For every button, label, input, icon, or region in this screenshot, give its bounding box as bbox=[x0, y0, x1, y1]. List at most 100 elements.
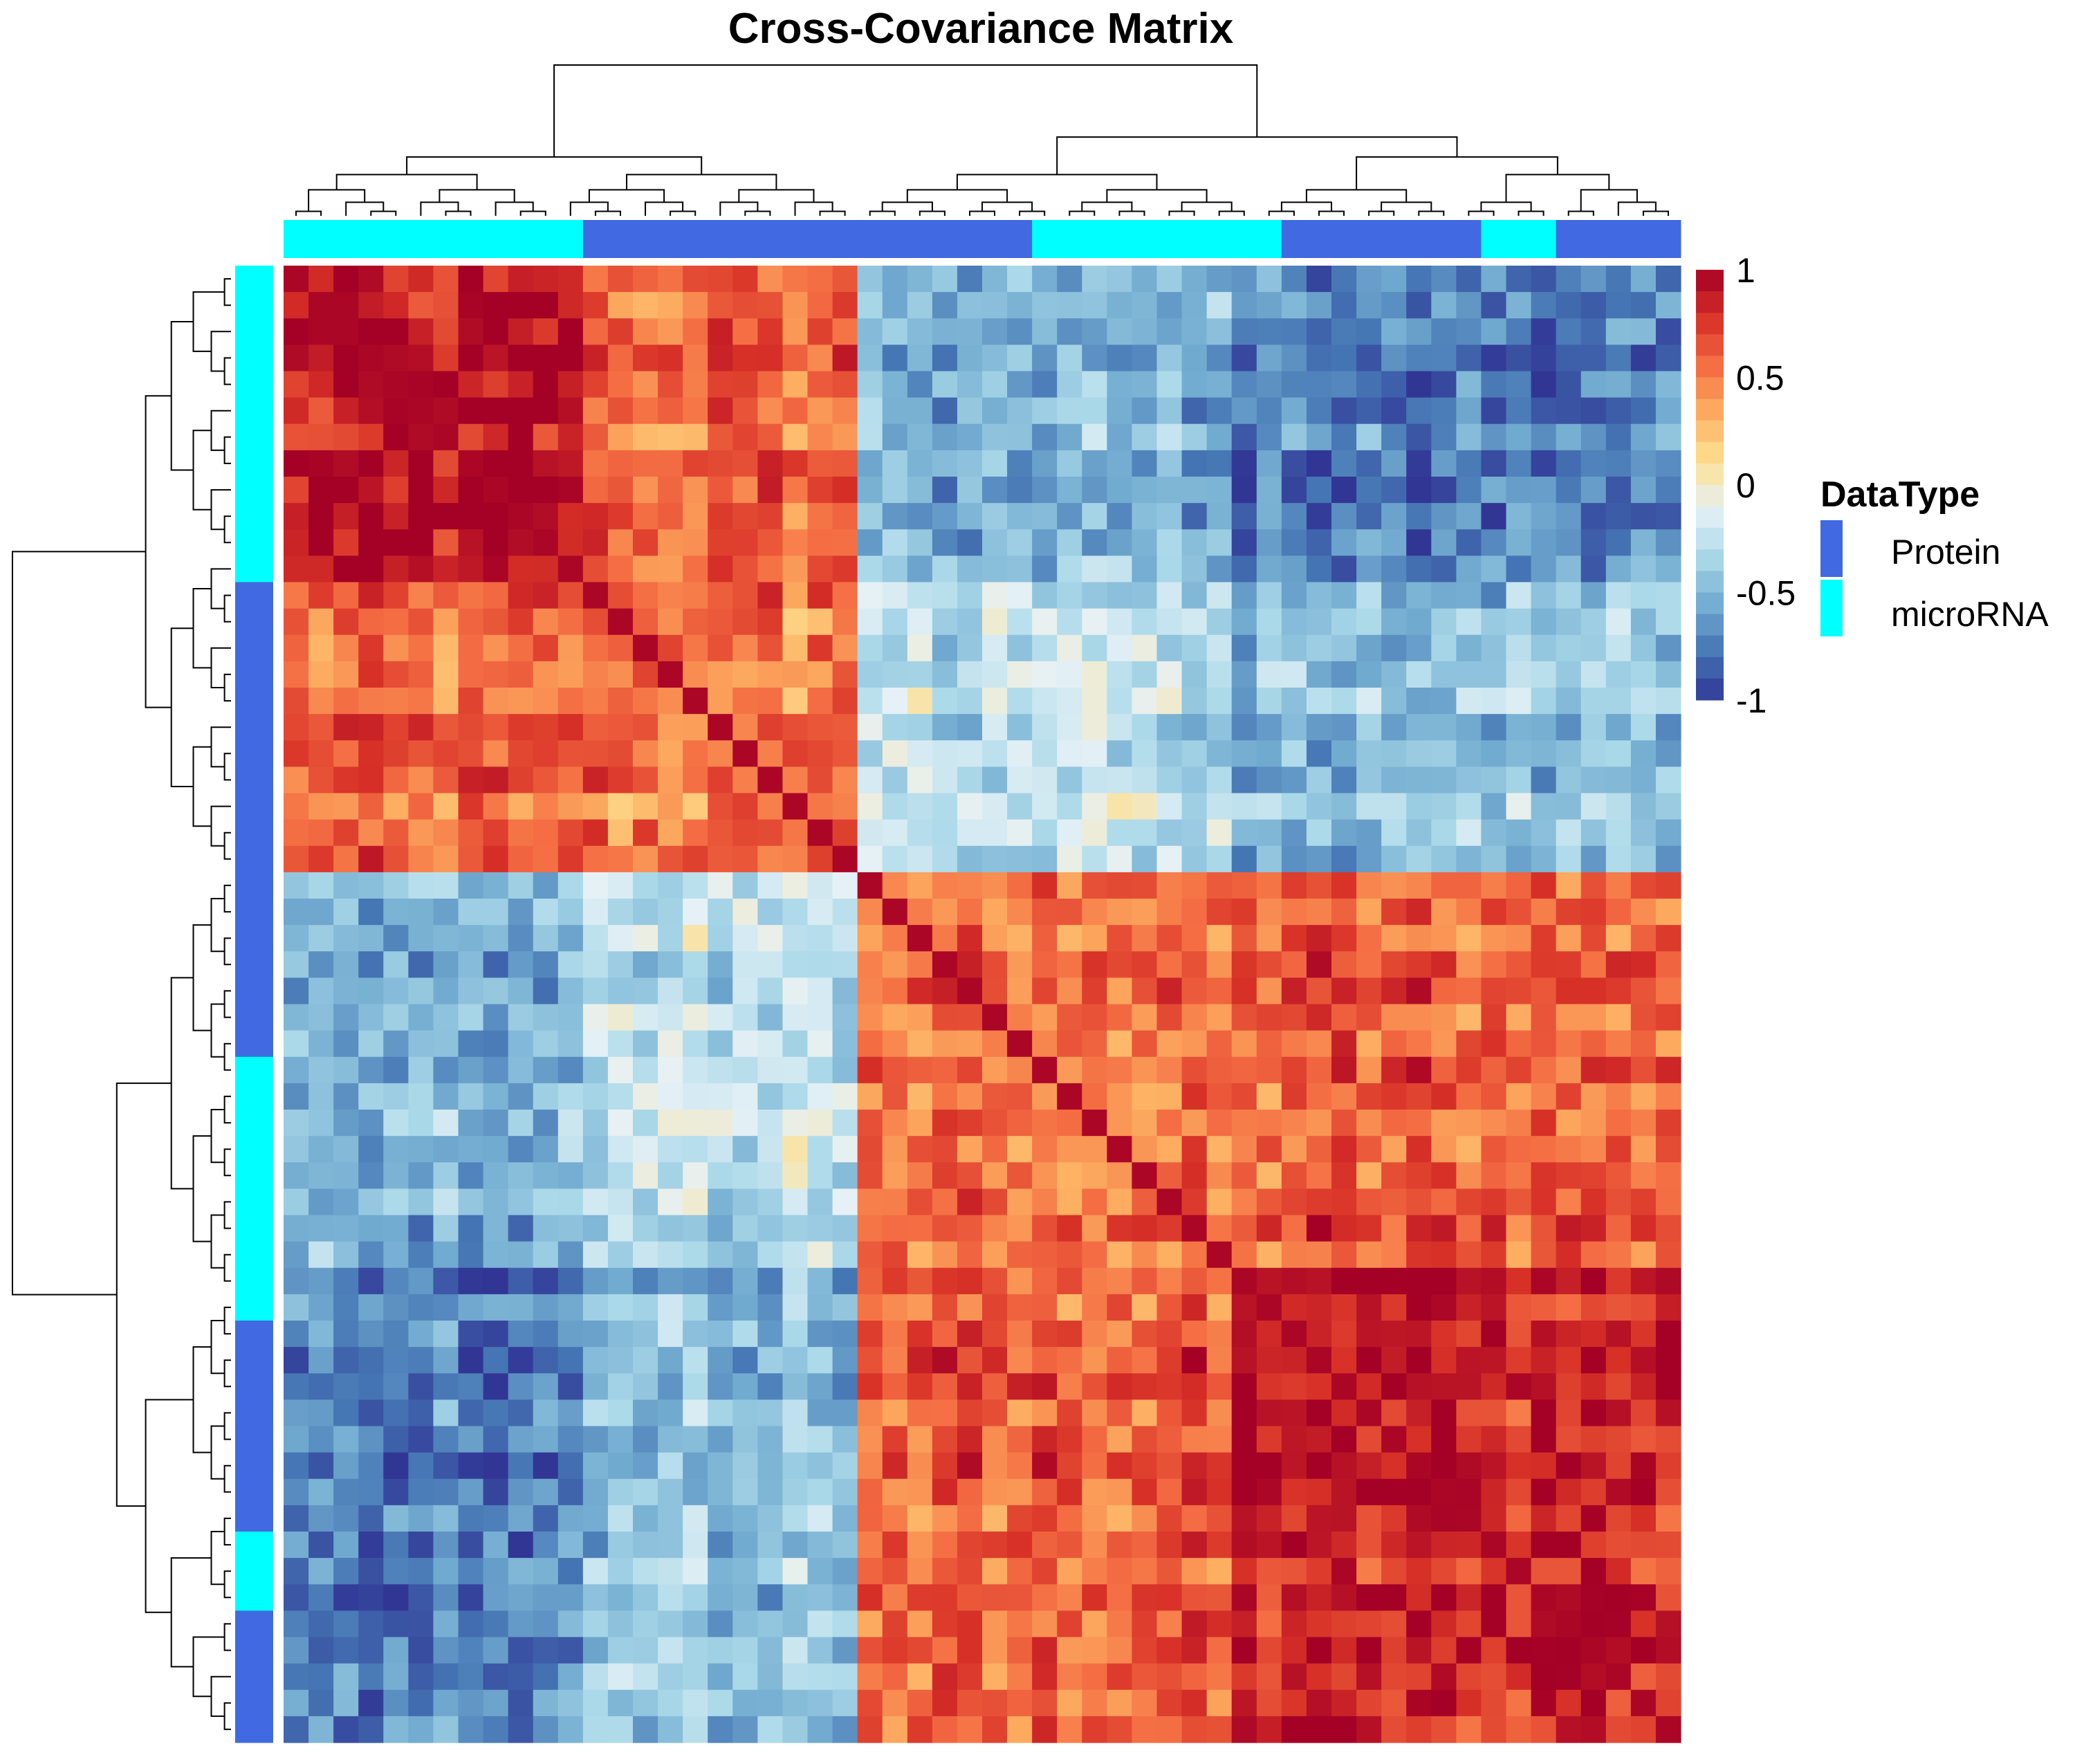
heatmap-cell bbox=[557, 266, 584, 293]
heatmap-cell bbox=[1556, 1347, 1582, 1374]
heatmap-cell bbox=[1107, 634, 1133, 662]
heatmap-cell bbox=[757, 503, 784, 530]
heatmap-cell bbox=[907, 1241, 933, 1269]
heatmap-cell bbox=[1655, 688, 1681, 715]
heatmap-cell bbox=[1306, 793, 1332, 820]
heatmap-cell bbox=[284, 1241, 309, 1269]
heatmap-cell bbox=[708, 292, 733, 319]
heatmap-cell bbox=[508, 266, 534, 293]
heatmap-cell bbox=[1331, 1373, 1357, 1400]
heatmap-cell bbox=[907, 555, 933, 583]
heatmap-cell bbox=[757, 1399, 784, 1427]
heatmap-cell bbox=[284, 661, 309, 688]
heatmap-cell bbox=[582, 1136, 609, 1163]
dendrogram-branch bbox=[1305, 189, 1408, 203]
heatmap-cell bbox=[483, 1716, 509, 1743]
heatmap-cell bbox=[732, 766, 758, 794]
colorbar-tick-label: 0.5 bbox=[1736, 359, 1784, 398]
heatmap-cell bbox=[1506, 397, 1532, 425]
heatmap-cell bbox=[832, 819, 858, 847]
heatmap-cell bbox=[557, 872, 584, 899]
heatmap-cell bbox=[1630, 266, 1657, 293]
heatmap-cell bbox=[1032, 529, 1058, 556]
heatmap-cell bbox=[1156, 714, 1183, 741]
heatmap-cell bbox=[383, 1426, 409, 1453]
heatmap-cell bbox=[284, 371, 309, 398]
heatmap-cell bbox=[408, 1215, 434, 1242]
heatmap-cell bbox=[1231, 1267, 1257, 1295]
heatmap-cell bbox=[708, 819, 733, 847]
heatmap-cell bbox=[1057, 1347, 1082, 1374]
heatmap-cell bbox=[732, 1399, 758, 1427]
heatmap-cell bbox=[1156, 1663, 1183, 1691]
heatmap-cell bbox=[1580, 661, 1607, 688]
heatmap-cell bbox=[1605, 450, 1632, 477]
heatmap-cell bbox=[1580, 1399, 1607, 1427]
heatmap-cell bbox=[757, 1637, 784, 1664]
heatmap-cell bbox=[1580, 1426, 1607, 1453]
heatmap-cell bbox=[782, 608, 809, 636]
heatmap-cell bbox=[857, 1215, 883, 1242]
heatmap-cell bbox=[1406, 1056, 1432, 1084]
heatmap-cell bbox=[1556, 1373, 1582, 1400]
heatmap-cell bbox=[1556, 634, 1582, 662]
heatmap-cell bbox=[658, 1584, 683, 1611]
heatmap-cell bbox=[1381, 766, 1407, 794]
heatmap-cell bbox=[1655, 266, 1681, 293]
heatmap-cell bbox=[1082, 951, 1107, 978]
heatmap-cell bbox=[957, 819, 983, 847]
heatmap-cell bbox=[807, 1347, 833, 1374]
heatmap-cell bbox=[807, 688, 833, 715]
heatmap-cell bbox=[607, 503, 634, 530]
heatmap-cell bbox=[1605, 819, 1632, 847]
heatmap-cell bbox=[1007, 951, 1033, 978]
heatmap-cell bbox=[1456, 1030, 1482, 1058]
heatmap-cell bbox=[533, 977, 559, 1005]
heatmap-cell bbox=[533, 292, 559, 319]
heatmap-cell bbox=[458, 344, 484, 372]
heatmap-cell bbox=[1107, 344, 1133, 372]
heatmap-cell bbox=[358, 555, 384, 583]
heatmap-cell bbox=[957, 1267, 983, 1295]
heatmap-cell bbox=[1381, 634, 1407, 662]
heatmap-cell bbox=[1431, 793, 1457, 820]
heatmap-cell bbox=[1655, 371, 1681, 398]
heatmap-cell bbox=[557, 1532, 584, 1559]
heatmap-cell bbox=[1156, 555, 1183, 583]
heatmap-cell bbox=[483, 1663, 509, 1691]
heatmap-cell bbox=[333, 1136, 359, 1163]
heatmap-cell bbox=[658, 1373, 683, 1400]
heatmap-cell bbox=[1032, 477, 1058, 504]
heatmap-cell bbox=[1231, 318, 1257, 345]
heatmap-cell bbox=[1406, 1083, 1432, 1110]
heatmap-cell bbox=[433, 1716, 459, 1743]
heatmap-cell bbox=[508, 1399, 534, 1427]
heatmap-cell bbox=[633, 661, 658, 688]
heatmap-cell bbox=[982, 582, 1008, 609]
heatmap-cell bbox=[957, 1716, 983, 1743]
heatmap-cell bbox=[1057, 1426, 1082, 1453]
heatmap-cell bbox=[782, 1558, 809, 1585]
heatmap-cell bbox=[333, 555, 359, 583]
heatmap-cell bbox=[383, 1637, 409, 1664]
heatmap-cell bbox=[1082, 371, 1107, 398]
heatmap-cell bbox=[1431, 1110, 1457, 1137]
heatmap-cell bbox=[732, 423, 758, 451]
heatmap-cell bbox=[757, 793, 784, 820]
heatmap-cell bbox=[1331, 266, 1357, 293]
heatmap-cell bbox=[433, 555, 459, 583]
heatmap-cell bbox=[1506, 1532, 1532, 1559]
heatmap-cell bbox=[557, 1294, 584, 1321]
heatmap-cell bbox=[508, 1215, 534, 1242]
heatmap-cell bbox=[308, 555, 334, 583]
heatmap-cell bbox=[1331, 1030, 1357, 1058]
heatmap-cell bbox=[1356, 397, 1382, 425]
heatmap-cell bbox=[1032, 634, 1058, 662]
heatmap-cell bbox=[408, 1321, 434, 1348]
heatmap-cell bbox=[1306, 925, 1332, 952]
heatmap-cell bbox=[857, 634, 883, 662]
heatmap-cell bbox=[408, 1267, 434, 1295]
heatmap-cell bbox=[1630, 977, 1657, 1005]
heatmap-cell bbox=[732, 899, 758, 926]
heatmap-cell bbox=[1630, 634, 1657, 662]
